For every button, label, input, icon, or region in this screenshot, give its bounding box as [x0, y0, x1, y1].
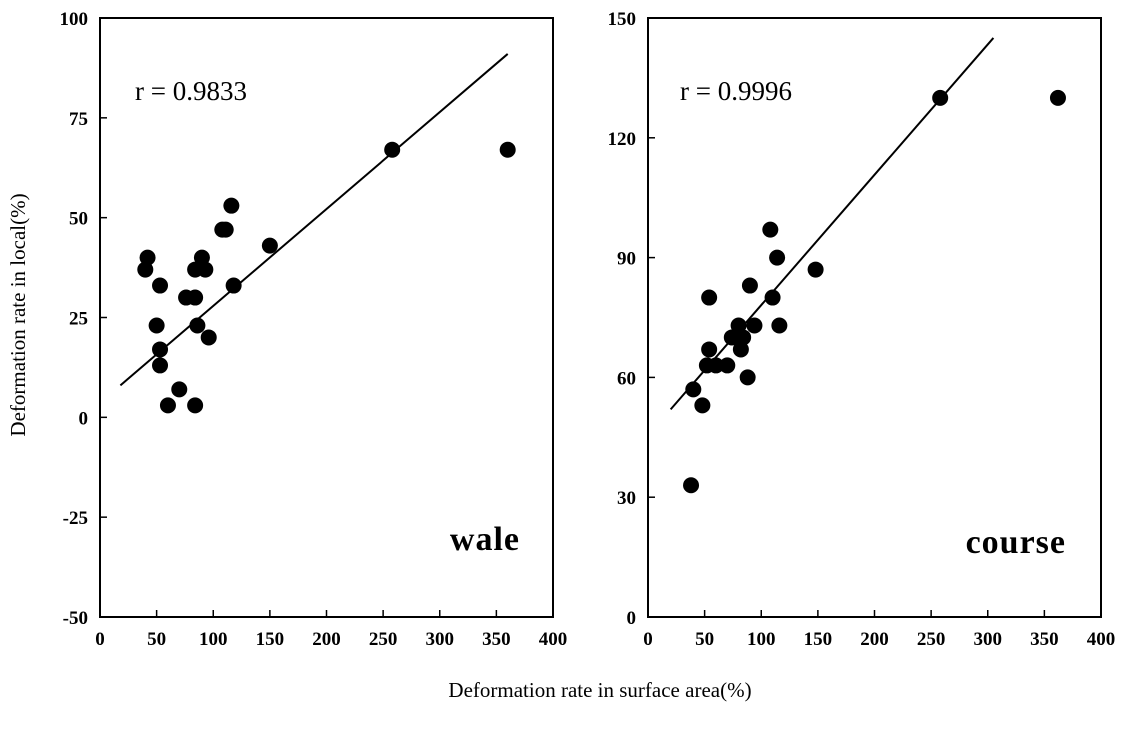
y-tick-label: 25 [69, 309, 88, 330]
x-tick-label: 200 [860, 629, 889, 650]
shared-y-axis-label: Deformation rate in local(%) [6, 193, 30, 436]
data-point [189, 317, 206, 334]
y-tick-label: 100 [60, 9, 89, 30]
regression-line [119, 53, 509, 387]
data-point [499, 141, 516, 158]
data-point [701, 289, 718, 306]
y-tick-label: 90 [617, 249, 636, 270]
y-tick-label: 150 [608, 9, 637, 30]
y-tick-label: 50 [69, 209, 88, 230]
x-tick-label: 350 [482, 629, 511, 650]
data-point [719, 357, 736, 374]
data-point [762, 221, 779, 238]
data-point [771, 317, 788, 334]
data-point [732, 341, 749, 358]
data-point [148, 317, 165, 334]
correlation-annotation: r = 0.9833 [135, 76, 247, 106]
x-tick-label: 150 [256, 629, 285, 650]
data-point [139, 249, 156, 266]
data-point [1049, 89, 1066, 106]
x-tick-label: 400 [539, 629, 568, 650]
data-point [739, 369, 756, 386]
x-tick-label: 100 [747, 629, 776, 650]
data-point [152, 357, 169, 374]
data-point [193, 249, 210, 266]
data-point [764, 289, 781, 306]
data-point [723, 329, 740, 346]
data-point [932, 89, 949, 106]
panel-label: wale [450, 521, 520, 558]
data-point [187, 397, 204, 414]
data-point [200, 329, 217, 346]
x-tick-label: 0 [95, 629, 105, 650]
data-point [685, 381, 702, 398]
x-tick-label: 50 [147, 629, 166, 650]
data-point [701, 341, 718, 358]
x-tick-label: 200 [312, 629, 341, 650]
data-point [137, 261, 154, 278]
x-tick-label: 100 [199, 629, 228, 650]
data-point [694, 397, 711, 414]
shared-x-axis-label: Deformation rate in surface area(%) [448, 678, 751, 702]
data-point [159, 397, 176, 414]
data-point [741, 277, 758, 294]
x-tick-label: 350 [1030, 629, 1059, 650]
data-point [735, 329, 752, 346]
y-tick-label: 120 [608, 129, 637, 150]
data-point [807, 261, 824, 278]
y-tick-label: -25 [63, 508, 88, 529]
data-point [152, 277, 169, 294]
data-point [225, 277, 242, 294]
data-point [384, 141, 401, 158]
data-point [746, 317, 763, 334]
data-point [197, 261, 214, 278]
data-point [152, 341, 169, 358]
y-tick-label: 75 [69, 109, 88, 130]
x-tick-label: 400 [1087, 629, 1116, 650]
data-point [217, 221, 234, 238]
panel-label: course [966, 524, 1066, 561]
x-tick-label: 150 [804, 629, 833, 650]
x-tick-label: 250 [917, 629, 946, 650]
y-tick-label: -50 [63, 608, 88, 629]
data-point [171, 381, 188, 398]
x-tick-label: 300 [974, 629, 1003, 650]
panel-wale: 0 50 100 150 200 250 300 350 4001007550250-25-50… [60, 9, 568, 650]
y-tick-label: 60 [617, 368, 636, 389]
x-tick-label: 250 [369, 629, 398, 650]
y-tick-label: 0 [627, 608, 637, 629]
y-tick-label: 30 [617, 488, 636, 509]
x-tick-label: 0 [643, 629, 653, 650]
correlation-annotation: r = 0.9996 [680, 76, 792, 106]
data-point [261, 237, 278, 254]
data-point [683, 477, 700, 494]
y-tick-label: 0 [79, 408, 89, 429]
x-tick-label: 300 [426, 629, 455, 650]
data-point [187, 289, 204, 306]
data-point [707, 357, 724, 374]
x-tick-label: 50 [695, 629, 714, 650]
data-point [223, 197, 240, 214]
data-point [769, 249, 786, 266]
